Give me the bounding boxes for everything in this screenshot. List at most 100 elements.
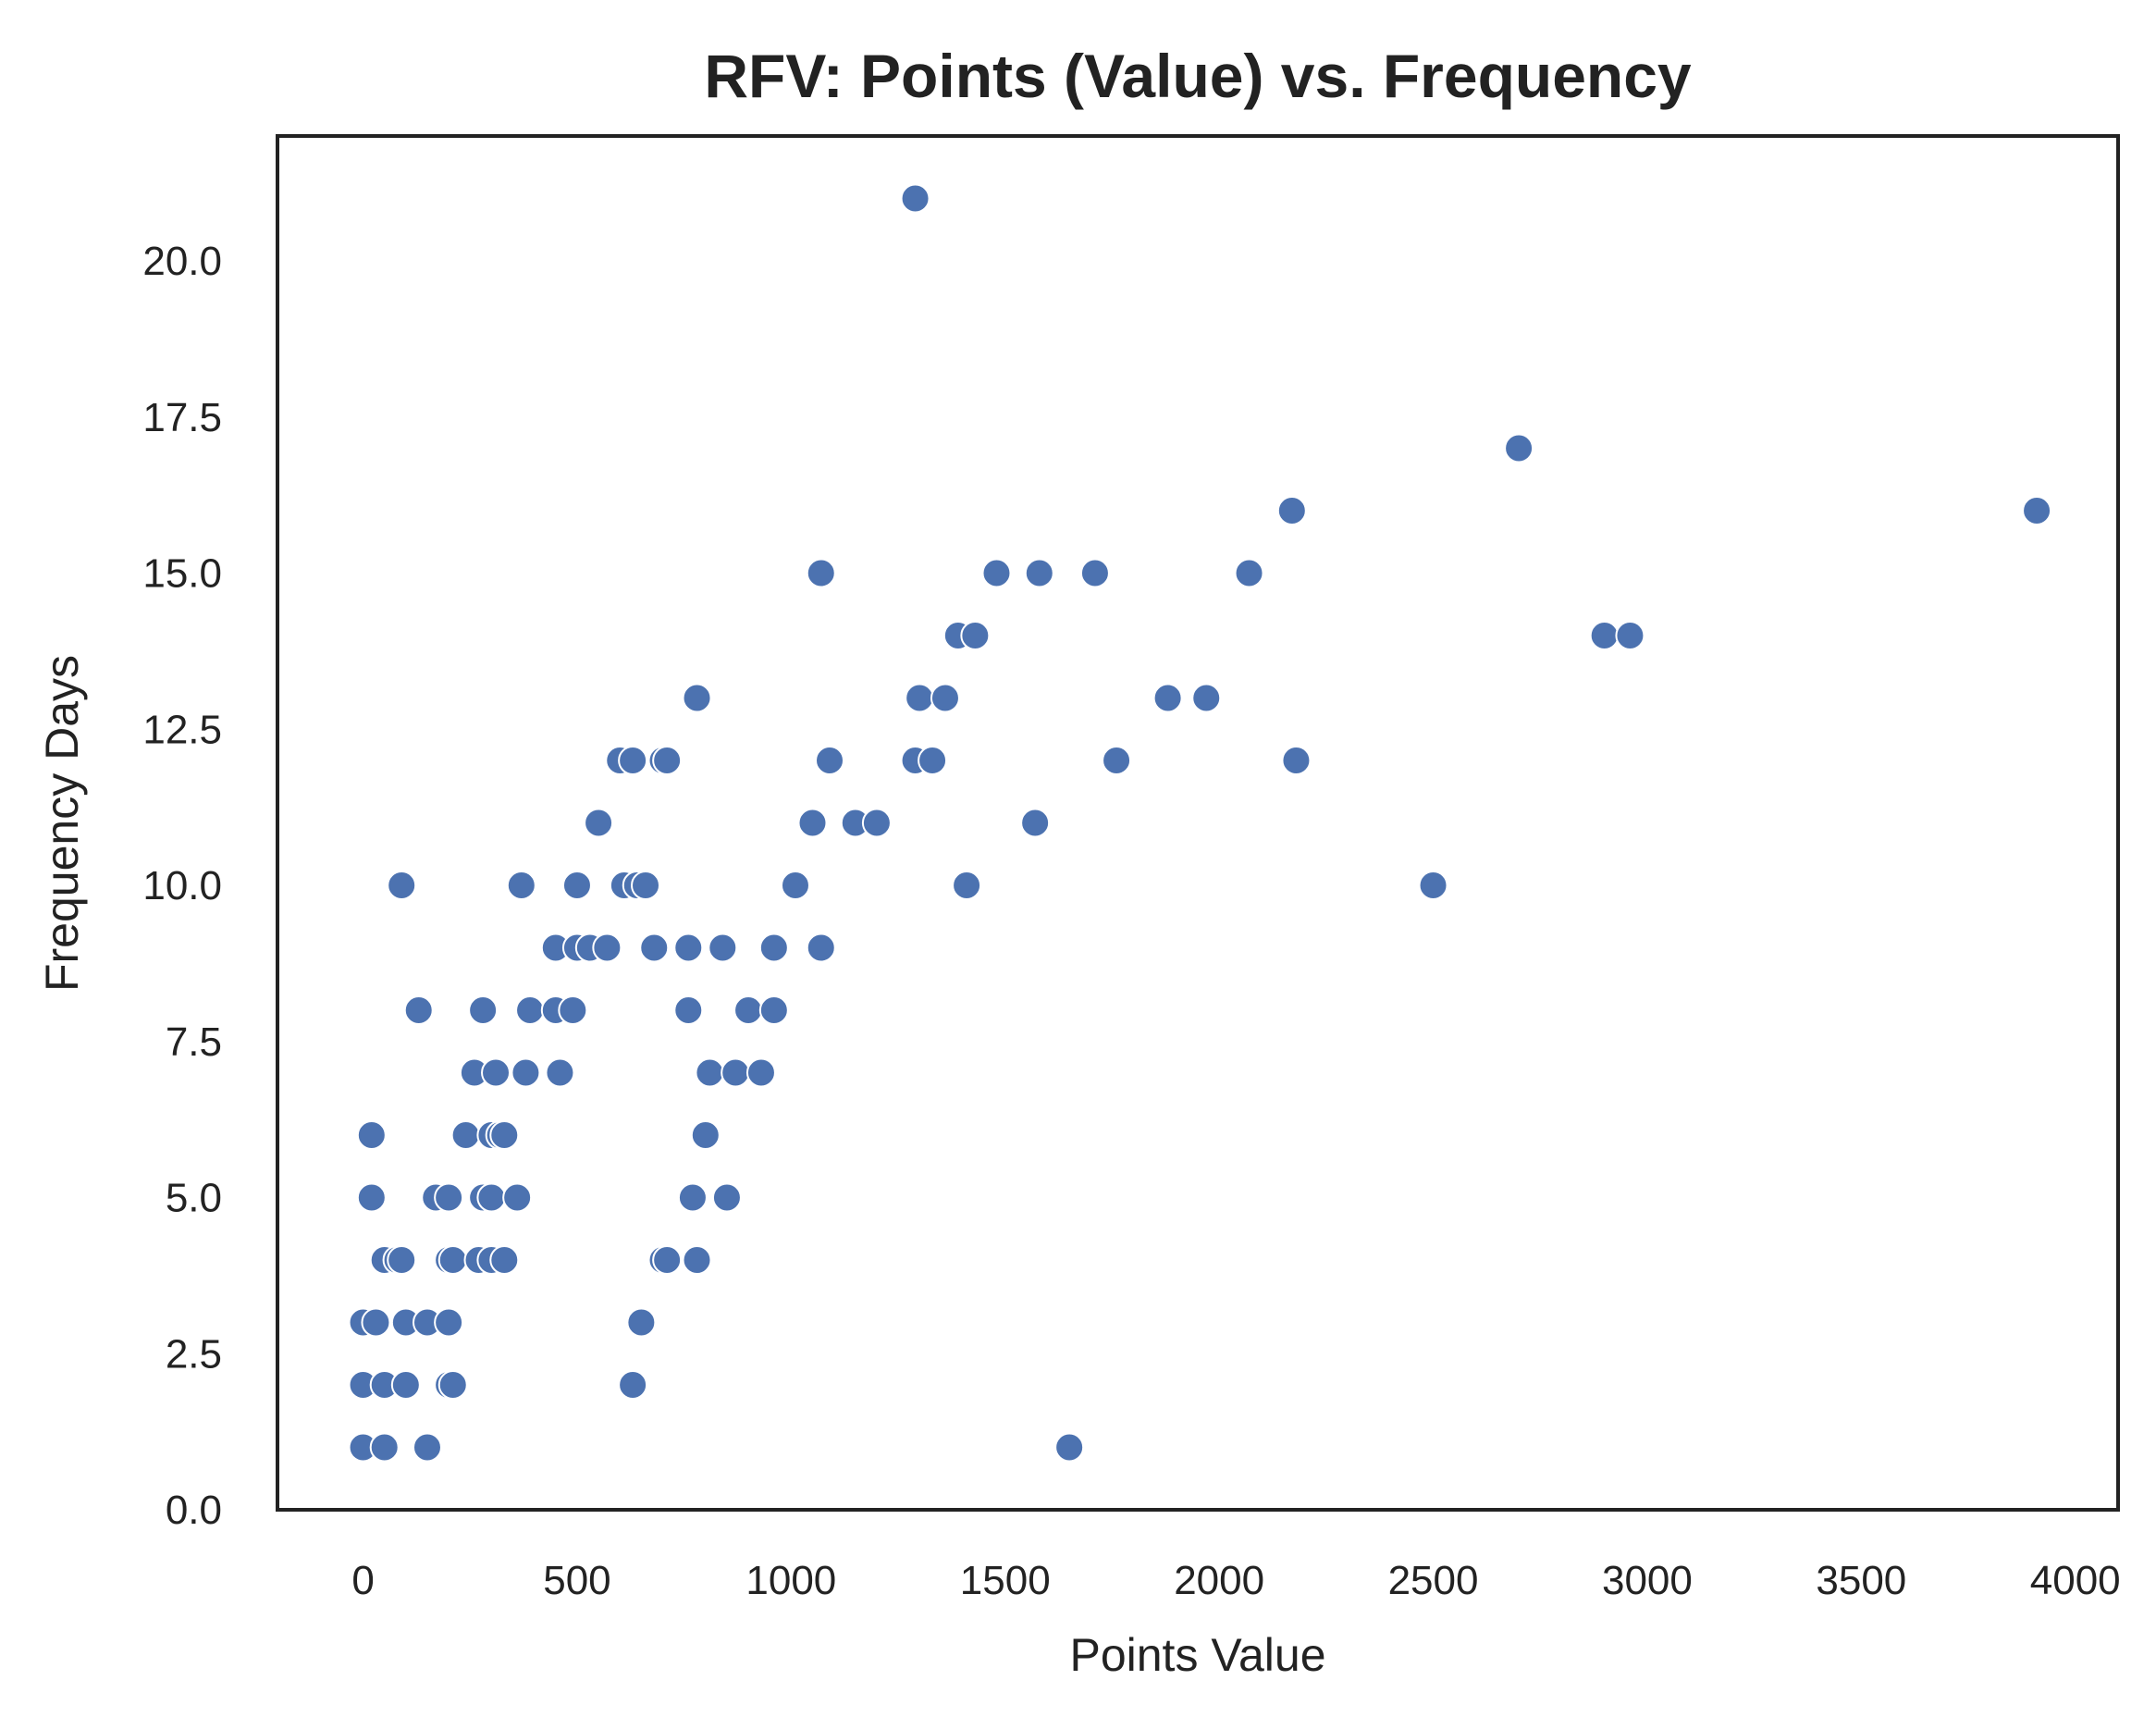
data-point xyxy=(1020,808,1051,838)
data-point xyxy=(356,1120,387,1150)
x-tick-label: 4000 xyxy=(2030,1558,2121,1603)
data-point xyxy=(511,1057,541,1088)
y-tick-label: 15.0 xyxy=(142,551,222,597)
data-point xyxy=(815,746,844,775)
data-point xyxy=(387,871,417,900)
data-point xyxy=(558,995,588,1025)
data-point xyxy=(481,1057,511,1088)
x-tick-label: 3500 xyxy=(1816,1558,1906,1603)
data-point xyxy=(758,933,789,963)
x-tick-label: 2500 xyxy=(1388,1558,1479,1603)
data-point xyxy=(682,1245,712,1275)
data-point xyxy=(745,1057,776,1088)
x-tick-label: 2000 xyxy=(1174,1558,1264,1603)
data-point xyxy=(758,995,789,1025)
data-point xyxy=(900,183,930,214)
data-point xyxy=(918,746,948,775)
data-point xyxy=(1615,621,1645,650)
data-point xyxy=(806,933,836,963)
data-point xyxy=(387,1245,417,1275)
data-point xyxy=(545,1057,575,1088)
data-point xyxy=(369,1432,400,1463)
y-axis-ticks: 0.0 2.5 5.0 7.5 10.0 12.5 15.0 17.5 20.0 xyxy=(142,239,222,1533)
data-point xyxy=(721,1057,751,1088)
data-point xyxy=(437,1245,468,1275)
y-axis-label: Frequency Days xyxy=(36,655,88,992)
x-tick-label: 1000 xyxy=(745,1558,836,1603)
data-point xyxy=(618,1370,648,1400)
data-point xyxy=(437,1370,468,1400)
data-point xyxy=(361,1307,391,1338)
y-tick-label: 20.0 xyxy=(142,239,222,284)
data-point xyxy=(412,1432,442,1463)
data-point xyxy=(506,871,536,900)
data-point xyxy=(489,1245,520,1275)
data-point xyxy=(952,871,982,900)
y-tick-label: 12.5 xyxy=(142,707,222,752)
data-point xyxy=(1234,558,1264,588)
y-tick-label: 10.0 xyxy=(142,863,222,908)
data-point xyxy=(1191,683,1222,713)
data-point xyxy=(434,1182,464,1213)
data-point xyxy=(1024,558,1054,588)
data-point xyxy=(434,1307,464,1338)
data-point xyxy=(592,933,622,963)
data-point xyxy=(1589,621,1620,650)
data-point xyxy=(626,1307,657,1338)
x-tick-label: 500 xyxy=(543,1558,610,1603)
data-point xyxy=(561,871,592,900)
x-tick-label: 1500 xyxy=(960,1558,1051,1603)
data-point xyxy=(905,683,935,713)
data-point xyxy=(1152,683,1183,713)
data-point xyxy=(652,1245,683,1275)
data-point xyxy=(695,1057,725,1088)
data-point xyxy=(515,995,546,1025)
data-point xyxy=(673,933,704,963)
plot-frame xyxy=(276,134,2120,1512)
x-tick-label: 0 xyxy=(351,1558,374,1603)
y-tick-label: 0.0 xyxy=(166,1488,222,1533)
data-point xyxy=(403,995,434,1025)
data-point xyxy=(780,871,810,900)
data-point xyxy=(476,1182,507,1213)
y-tick-label: 2.5 xyxy=(166,1331,222,1377)
data-point xyxy=(673,995,704,1025)
chart-title: RFV: Points (Value) vs. Frequency xyxy=(704,42,1692,110)
data-point xyxy=(806,558,836,588)
data-point xyxy=(981,558,1012,588)
data-point xyxy=(733,995,764,1025)
data-point xyxy=(468,995,499,1025)
data-point xyxy=(677,1182,708,1213)
data-point xyxy=(1281,746,1312,775)
data-point xyxy=(1054,1432,1085,1463)
y-tick-label: 5.0 xyxy=(166,1176,222,1221)
data-point xyxy=(930,683,960,713)
data-point xyxy=(960,621,991,650)
data-point xyxy=(450,1120,481,1150)
data-point xyxy=(390,1370,421,1400)
data-point xyxy=(502,1182,533,1213)
data-point xyxy=(489,1120,520,1150)
data-point xyxy=(639,933,670,963)
data-point xyxy=(797,808,828,838)
data-point xyxy=(861,808,892,838)
x-axis-ticks: 0 500 1000 1500 2000 2500 3000 3500 4000 xyxy=(351,1558,2120,1603)
data-points xyxy=(348,183,2052,1463)
x-tick-label: 3000 xyxy=(1602,1558,1693,1603)
data-point xyxy=(690,1120,721,1150)
data-point xyxy=(618,746,648,775)
data-point xyxy=(682,683,712,713)
data-point xyxy=(1276,496,1307,525)
data-point xyxy=(631,871,660,900)
data-point xyxy=(711,1182,742,1213)
data-point xyxy=(708,933,738,963)
data-point xyxy=(584,808,614,838)
data-point xyxy=(1102,746,1132,775)
x-axis-label: Points Value xyxy=(1069,1629,1325,1681)
data-point xyxy=(2022,496,2052,525)
data-point xyxy=(1418,871,1448,900)
data-point xyxy=(1079,558,1110,588)
data-point xyxy=(652,746,683,775)
data-point xyxy=(1504,433,1534,463)
